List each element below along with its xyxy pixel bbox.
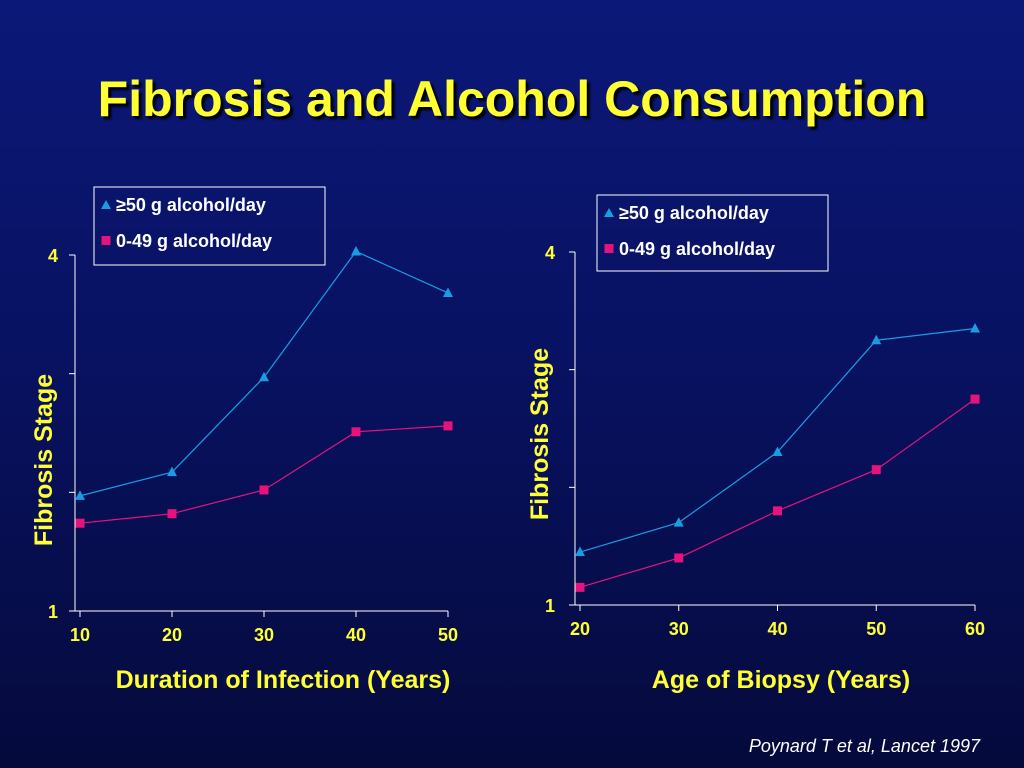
data-point-triangle (673, 517, 684, 527)
data-point-square (259, 485, 269, 495)
data-point-square (351, 427, 361, 437)
data-point-triangle (575, 546, 585, 557)
x-tick-label: 60 (965, 619, 985, 639)
legend-label: ≥50 g alcohol/day (116, 195, 266, 215)
data-point-square (575, 582, 585, 592)
data-point-triangle (970, 322, 980, 333)
x-tick-label: 20 (570, 619, 590, 639)
y-tick-label: 1 (48, 602, 58, 622)
x-tick-label: 20 (162, 625, 182, 645)
x-tick-label: 50 (866, 619, 886, 639)
data-point-triangle (772, 446, 783, 457)
x-tick-label: 40 (346, 625, 366, 645)
x-axis-title: Age of Biopsy (Years) (652, 666, 910, 694)
x-tick-label: 30 (669, 619, 689, 639)
series-line-0 (579, 327, 976, 553)
legend-triangle-icon (101, 200, 111, 209)
x-tick-label: 30 (254, 625, 274, 645)
data-point-triangle (167, 466, 177, 477)
citation: Poynard T et al, Lancet 1997 (748, 736, 980, 756)
data-point-square (75, 518, 85, 528)
data-point-square (443, 421, 453, 431)
data-point-triangle (259, 371, 269, 382)
data-point-square (674, 553, 684, 563)
data-point-square (970, 394, 980, 404)
y-tick-label: 4 (48, 246, 58, 266)
x-tick-label: 40 (767, 619, 787, 639)
data-point-triangle (871, 334, 882, 345)
y-axis-title: Fibrosis Stage (526, 348, 554, 520)
slide-title: Fibrosis and Alcohol Consumption (97, 71, 927, 127)
x-tick-label: 10 (70, 625, 90, 645)
legend-label: ≥50 g alcohol/day (619, 203, 769, 223)
x-tick-label: 50 (438, 625, 458, 645)
data-point-square (167, 509, 177, 519)
data-point-square (871, 465, 881, 475)
x-axis-title: Duration of Infection (Years) (116, 666, 451, 694)
legend-box (596, 194, 829, 272)
series-line-1 (579, 398, 976, 588)
legend-label: 0-49 g alcohol/day (116, 231, 272, 251)
y-tick-label: 4 (545, 243, 555, 263)
data-point-square (773, 506, 782, 516)
legend-label: 0-49 g alcohol/day (619, 239, 775, 259)
y-tick-label: 1 (545, 596, 555, 616)
legend-triangle-icon (604, 208, 614, 217)
data-point-triangle (351, 245, 361, 256)
data-point-triangle (75, 490, 85, 500)
legend-square-icon (101, 236, 111, 245)
legend-square-icon (604, 244, 614, 253)
legend-box (93, 186, 326, 266)
y-axis-title: Fibrosis Stage (30, 374, 58, 546)
data-point-triangle (443, 287, 453, 297)
